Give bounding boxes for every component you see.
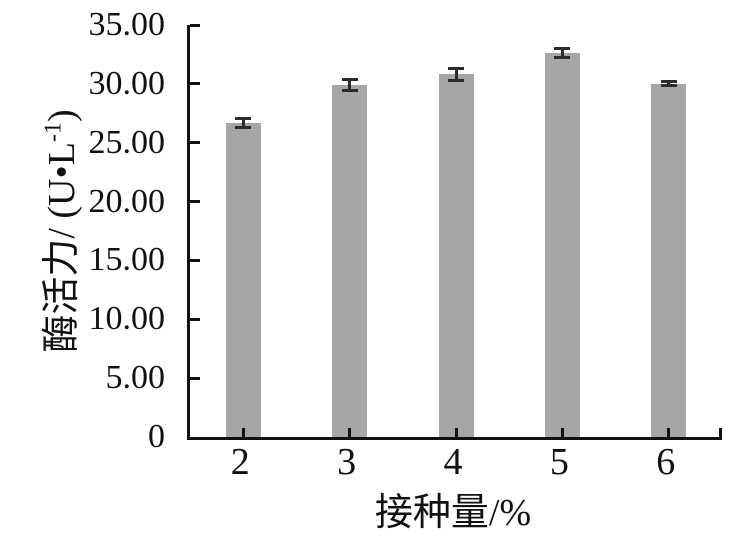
y-tick <box>190 258 200 262</box>
y-tick-label: 30.00 <box>88 64 166 102</box>
y-tick-label: 5.00 <box>105 359 166 397</box>
error-bar-2 <box>235 116 252 129</box>
y-tick-label: 15.00 <box>88 241 166 279</box>
x-tick-label: 2 <box>230 441 250 483</box>
error-bar-stem <box>667 80 671 88</box>
error-bar-cap <box>235 116 252 120</box>
y-tick <box>190 141 200 145</box>
y-tick <box>190 23 200 27</box>
bar-4 <box>438 74 474 437</box>
plot-area <box>187 23 722 440</box>
error-bar-6 <box>660 80 677 88</box>
bar-5 <box>544 53 580 437</box>
x-axis-end-tick <box>719 428 722 437</box>
bar-3 <box>332 85 368 437</box>
x-tick <box>348 428 352 437</box>
y-tick <box>190 82 200 86</box>
y-tick-label: 0 <box>148 418 165 455</box>
error-bar-stem <box>454 67 458 82</box>
y-tick-label: 25.00 <box>88 123 166 161</box>
error-bar-cap <box>660 84 677 88</box>
x-tick <box>560 428 564 437</box>
bar-2 <box>225 122 261 437</box>
error-bar-cap <box>554 47 571 51</box>
x-tick-label: 3 <box>337 441 357 483</box>
error-bar-5 <box>554 47 571 60</box>
y-tick-label: 20.00 <box>88 182 166 220</box>
y-tick <box>190 200 200 204</box>
y-tick <box>190 376 200 380</box>
error-bar-cap <box>448 78 464 82</box>
error-bar-stem <box>348 77 352 93</box>
error-bar-cap <box>341 89 358 93</box>
error-bar-stem <box>560 47 564 60</box>
x-tick-label: 6 <box>656 441 676 483</box>
error-bar-3 <box>341 77 358 93</box>
error-bar-cap <box>660 80 677 84</box>
y-tick-label: 10.00 <box>88 300 166 338</box>
error-bar-stem <box>241 116 245 129</box>
x-axis-title: 接种量/% <box>374 492 532 534</box>
y-tick <box>190 317 200 321</box>
error-bar-cap <box>448 67 464 71</box>
bar-6 <box>651 83 687 437</box>
x-tick <box>454 428 458 437</box>
error-bar-cap <box>341 77 358 81</box>
x-tick-label: 5 <box>549 441 569 483</box>
error-bar-cap <box>235 125 252 129</box>
y-axis-title-suffix: ) <box>41 109 83 122</box>
error-bar-4 <box>448 67 464 82</box>
error-bar-cap <box>554 56 571 60</box>
x-tick <box>241 428 245 437</box>
y-tick-label: 35.00 <box>88 6 166 43</box>
x-tick-label: 4 <box>443 441 463 483</box>
x-tick <box>667 428 671 437</box>
